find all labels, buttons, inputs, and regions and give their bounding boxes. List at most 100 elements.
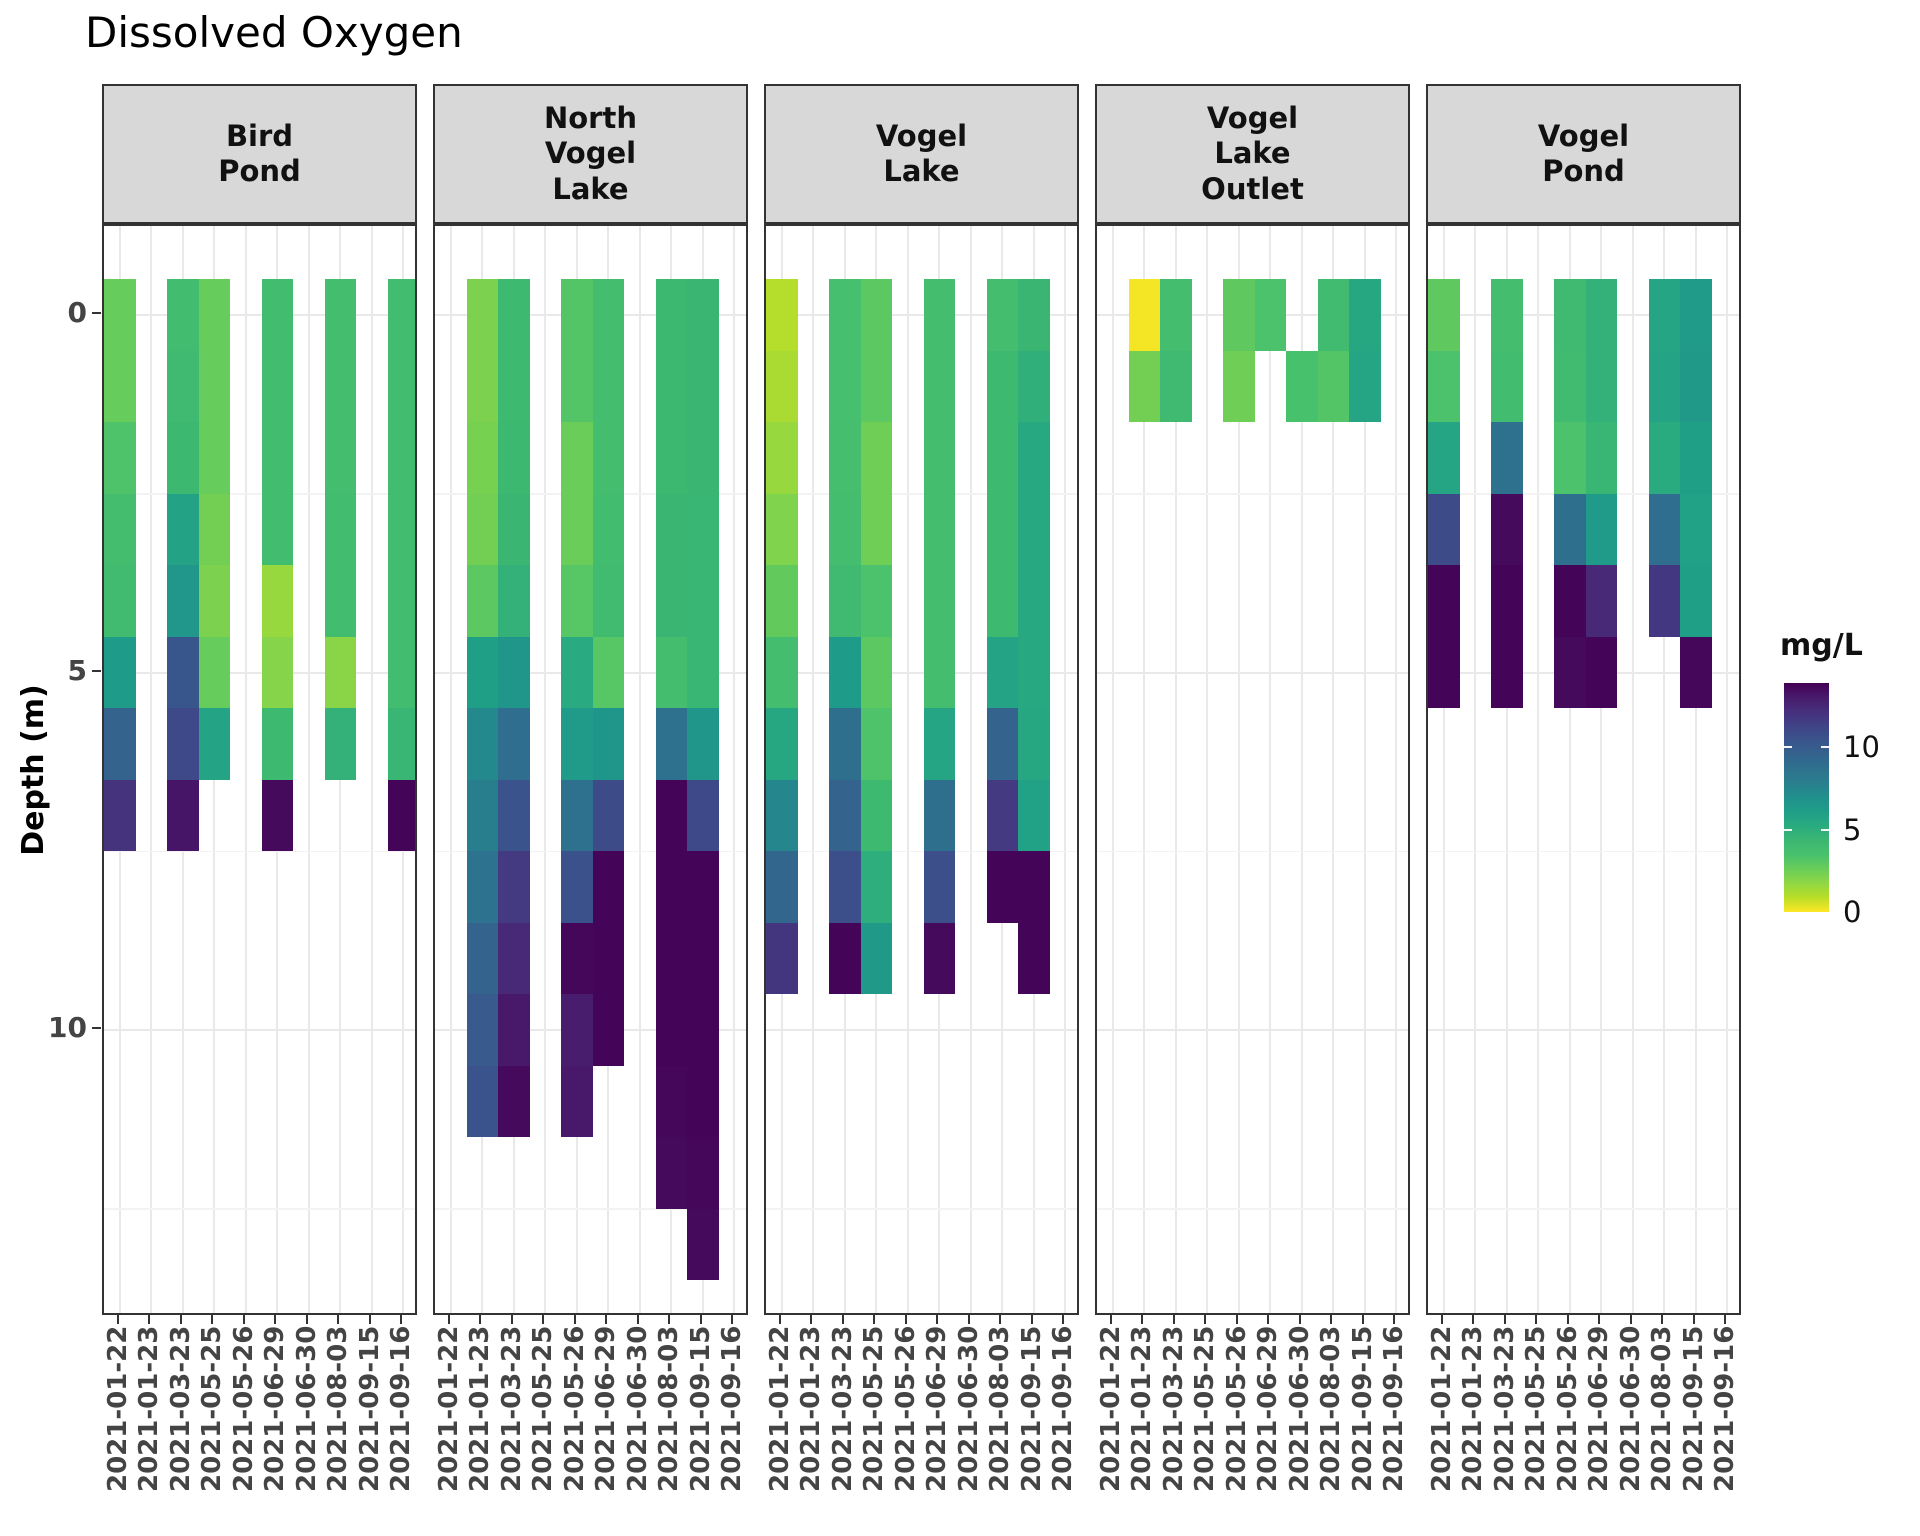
heatmap-tile: [829, 851, 861, 923]
heatmap-tile: [655, 422, 687, 494]
heatmap-tile: [687, 565, 719, 637]
heatmap-tile: [324, 279, 356, 351]
gridline-horizontal-minor: [104, 850, 415, 852]
legend-tick-label: 10: [1843, 730, 1880, 765]
heatmap-tile: [104, 779, 136, 852]
heatmap-tile: [466, 922, 498, 995]
x-tick-label: 2021-09-16: [717, 1325, 748, 1492]
heatmap-tile: [198, 350, 230, 423]
heatmap-tile: [1648, 350, 1680, 423]
heatmap-tile: [1128, 350, 1160, 423]
heatmap-tile: [498, 636, 530, 709]
heatmap-tile: [466, 493, 498, 566]
heatmap-tile: [167, 636, 199, 709]
heatmap-tile: [687, 1137, 719, 1209]
heatmap-tile: [1018, 922, 1050, 995]
gridline-vertical: [1505, 226, 1508, 1313]
heatmap-tile: [655, 994, 687, 1066]
x-tick-mark: [778, 1315, 781, 1324]
x-tick-label: 2021-01-22: [102, 1325, 133, 1492]
heatmap-tile: [1585, 636, 1617, 709]
x-tick-mark: [1062, 1315, 1065, 1324]
heatmap-tile: [829, 350, 861, 423]
heatmap-tile: [167, 422, 199, 494]
heatmap-tile: [466, 708, 498, 780]
gridline-vertical: [1143, 226, 1146, 1313]
heatmap-tile: [1680, 350, 1712, 423]
heatmap-tile: [655, 779, 687, 852]
facet-panel: [1095, 224, 1410, 1315]
heatmap-tile: [860, 708, 892, 780]
gridline-horizontal-minor: [1428, 1208, 1739, 1210]
heatmap-tile: [198, 565, 230, 637]
x-tick-label: 2021-05-26: [228, 1325, 259, 1492]
x-tick-label: 2021-03-23: [1158, 1325, 1189, 1492]
x-tick-mark: [542, 1315, 545, 1324]
gridline-horizontal-minor: [1097, 1208, 1408, 1210]
gridline-vertical: [1269, 226, 1272, 1313]
x-tick-mark: [636, 1315, 639, 1324]
heatmap-tile: [198, 636, 230, 709]
gridline-vertical: [733, 226, 736, 1313]
heatmap-tile: [498, 279, 530, 351]
heatmap-tile: [466, 350, 498, 423]
heatmap-tile: [1491, 279, 1523, 351]
x-tick-mark: [1330, 1315, 1333, 1324]
gridline-horizontal: [104, 671, 415, 674]
heatmap-tile: [498, 851, 530, 923]
x-tick-label: 2021-05-26: [559, 1325, 590, 1492]
heatmap-tile: [592, 922, 624, 995]
legend-gradient-bar: [1784, 683, 1829, 912]
x-tick-mark: [211, 1315, 214, 1324]
heatmap-tile: [561, 922, 593, 995]
x-tick-mark: [1535, 1315, 1538, 1324]
heatmap-tile: [923, 493, 955, 566]
heatmap-tile: [1018, 422, 1050, 494]
x-tick-mark: [810, 1315, 813, 1324]
heatmap-tile: [1286, 350, 1318, 423]
x-tick-label: 2021-06-29: [591, 1325, 622, 1492]
heatmap-tile: [592, 279, 624, 351]
heatmap-tile: [561, 636, 593, 709]
heatmap-tile: [324, 493, 356, 566]
heatmap-tile: [986, 779, 1018, 852]
heatmap-tile: [1680, 422, 1712, 494]
x-tick-label: 2021-06-29: [1253, 1325, 1284, 1492]
gridline-horizontal-minor: [766, 850, 1077, 852]
x-tick-label: 2021-01-23: [465, 1325, 496, 1492]
x-tick-mark: [179, 1315, 182, 1324]
x-tick-mark: [400, 1315, 403, 1324]
x-tick-mark: [1440, 1315, 1443, 1324]
heatmap-tile: [466, 565, 498, 637]
heatmap-tile: [387, 779, 415, 852]
x-tick-label: 2021-08-03: [323, 1325, 354, 1492]
facet-strip: Bird Pond: [102, 84, 417, 224]
x-tick-label: 2021-09-15: [1678, 1325, 1709, 1492]
heatmap-tile: [923, 636, 955, 709]
y-tick-label: 0: [67, 296, 87, 329]
x-tick-mark: [1503, 1315, 1506, 1324]
x-tick-mark: [1629, 1315, 1632, 1324]
heatmap-tile: [829, 565, 861, 637]
y-tick-label: 10: [48, 1011, 87, 1044]
x-tick-mark: [148, 1315, 151, 1324]
x-tick-label: 2021-06-30: [622, 1325, 653, 1492]
heatmap-tile: [655, 922, 687, 995]
gridline-vertical: [638, 226, 641, 1313]
gridline-vertical: [1395, 226, 1398, 1313]
heatmap-tile: [655, 708, 687, 780]
heatmap-tile: [1317, 350, 1349, 423]
heatmap-tile: [687, 1208, 719, 1281]
heatmap-tile: [1648, 565, 1680, 637]
x-tick-label: 2021-09-15: [1347, 1325, 1378, 1492]
heatmap-tile: [561, 1065, 593, 1138]
x-tick-mark: [573, 1315, 576, 1324]
x-tick-mark: [1661, 1315, 1664, 1324]
heatmap-tile: [1491, 350, 1523, 423]
gridline-vertical: [1726, 226, 1729, 1313]
heatmap-tile: [561, 422, 593, 494]
x-tick-mark: [1204, 1315, 1207, 1324]
heatmap-tile: [561, 565, 593, 637]
x-tick-mark: [274, 1315, 277, 1324]
heatmap-tile: [923, 350, 955, 423]
